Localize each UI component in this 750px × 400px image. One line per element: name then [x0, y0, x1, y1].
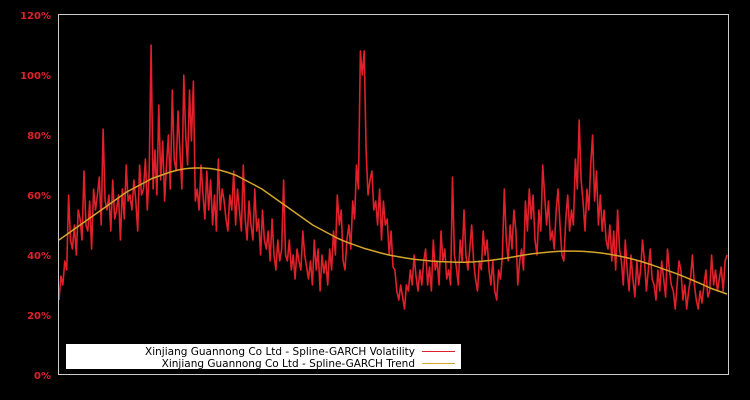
- legend-box: [66, 344, 461, 369]
- volatility-line: [58, 44, 728, 310]
- legend-label-volatility: Xinjiang Guannong Co Ltd - Spline-GARCH …: [145, 346, 415, 358]
- plot-frame: [58, 14, 729, 375]
- trend-line: [58, 167, 728, 295]
- y-axis: 0% 20% 40% 60% 80% 100% 120%: [20, 11, 51, 382]
- y-tick-label: 40%: [27, 251, 51, 262]
- y-tick-label: 60%: [27, 191, 51, 202]
- legend-label-trend: Xinjiang Guannong Co Ltd - Spline-GARCH …: [162, 358, 415, 370]
- y-tick-label: 20%: [27, 311, 51, 322]
- y-tick-label: 120%: [20, 11, 51, 22]
- y-tick-label: 100%: [20, 71, 51, 82]
- y-tick-label: 0%: [34, 371, 51, 382]
- legend: Xinjiang Guannong Co Ltd - Spline-GARCH …: [66, 344, 461, 370]
- y-tick-label: 80%: [27, 131, 51, 142]
- plot-area: [58, 44, 728, 310]
